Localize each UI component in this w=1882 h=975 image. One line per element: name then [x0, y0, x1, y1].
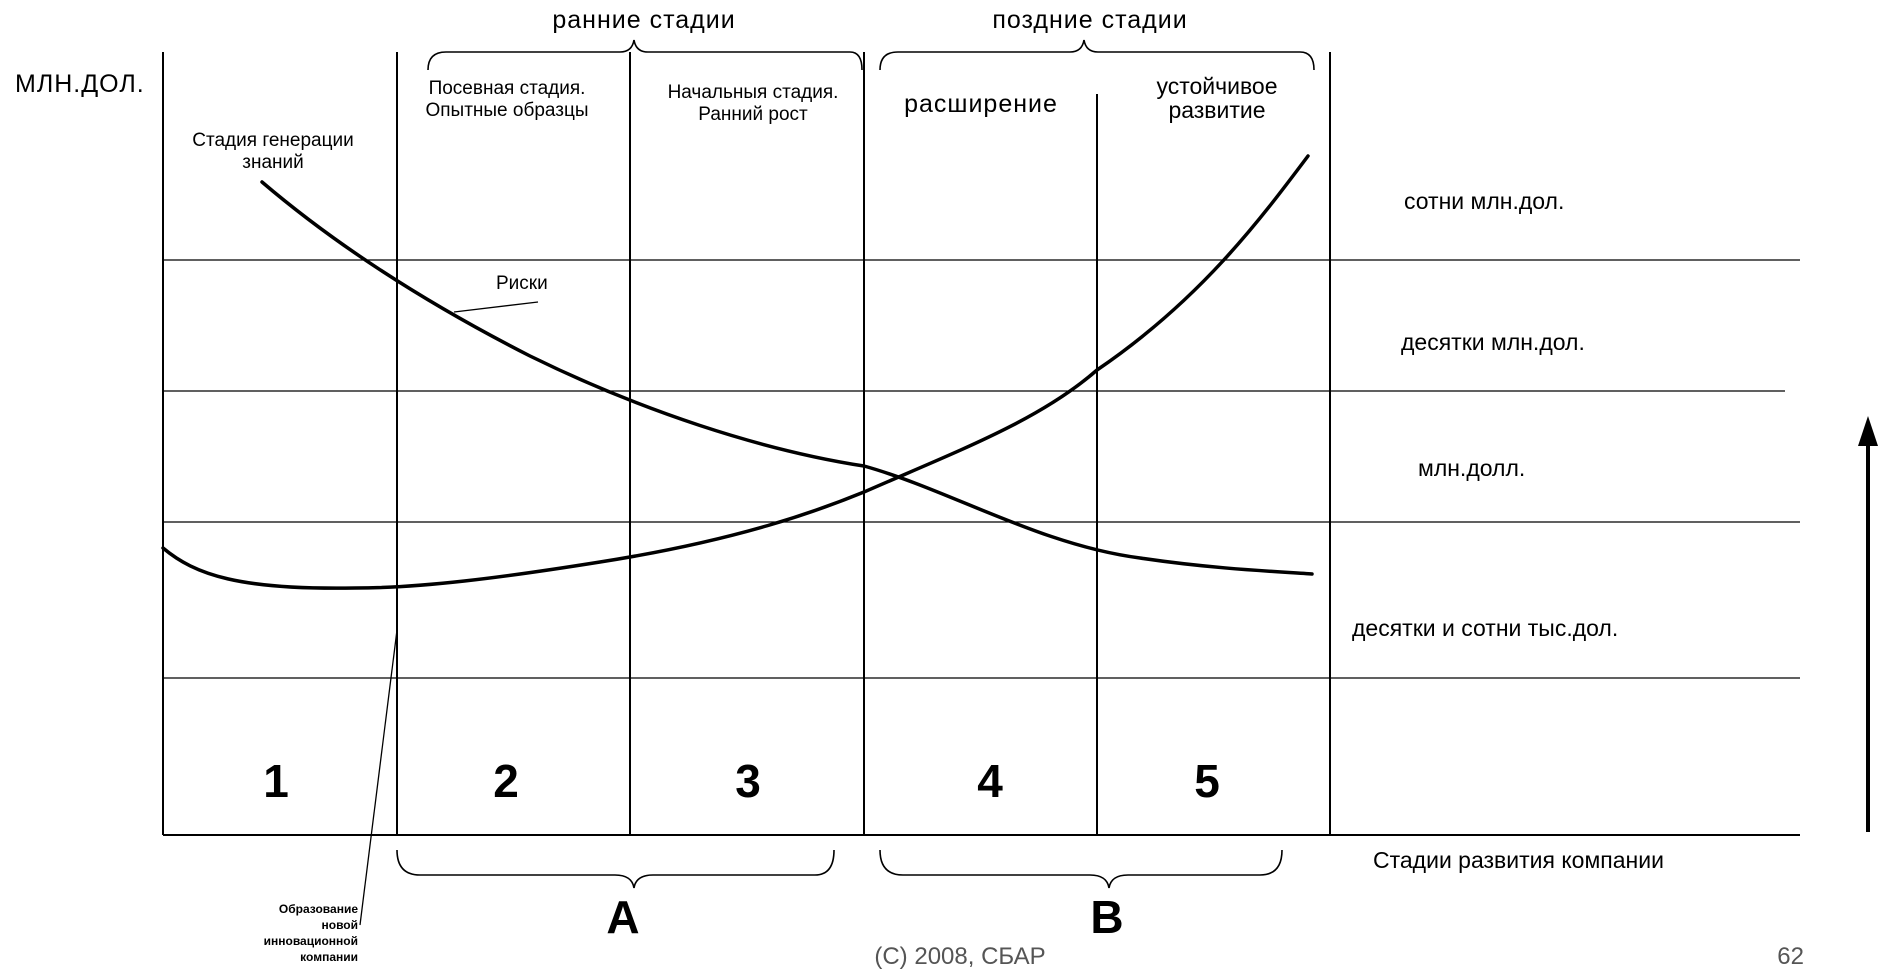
founding-note-line-2: новой	[321, 918, 358, 932]
top-brace-early	[427, 39, 863, 71]
founding-note-line-1: Образование	[279, 902, 358, 916]
stage-3-header-line-1: Начальныя стадия.	[668, 82, 839, 103]
up-arrow-icon	[1858, 416, 1878, 446]
y-unit-label: МЛН.ДОЛ.	[15, 70, 145, 98]
stage-2-header-line-2: Опытные образцы	[425, 100, 588, 121]
stage-number-2: 2	[493, 755, 519, 807]
x-axis-label: Стадии развития компании	[1373, 847, 1664, 873]
stage-1-header-line-2: знаний	[242, 152, 304, 173]
stage-4-header-line-1: расширение	[904, 90, 1058, 118]
stage-number-1: 1	[263, 755, 289, 807]
level-label-thousands: десятки и сотни тыс.дол.	[1352, 615, 1618, 641]
bottom-brace-a	[396, 849, 835, 889]
level-label-millions: млн.долл.	[1418, 455, 1525, 481]
stage-number-3: 3	[735, 755, 761, 807]
risk-curve	[260, 180, 1314, 576]
investment-curve	[161, 154, 1310, 590]
footer-copyright: (C) 2008, СБАР	[874, 943, 1045, 970]
level-label-hundreds-millions: сотни млн.дол.	[1404, 188, 1564, 214]
stage-5-header-line-2: развитие	[1168, 97, 1265, 123]
founding-note-line-3: инновационной	[264, 934, 358, 948]
stage-number-4: 4	[977, 755, 1003, 807]
stage-number-5: 5	[1194, 755, 1220, 807]
founding-note-line-4: компании	[300, 950, 358, 964]
stage-3-header-line-2: Ранний рост	[698, 104, 808, 125]
top-group-early: ранние стадии	[552, 6, 735, 34]
bottom-group-a: A	[606, 891, 639, 943]
risk-leader	[453, 301, 539, 313]
top-brace-late	[879, 39, 1315, 71]
bottom-brace-b	[879, 849, 1283, 889]
bottom-group-b: B	[1090, 891, 1123, 943]
footer-page-number: 62	[1777, 943, 1804, 970]
stage-5-header-line-1: устойчивое	[1156, 73, 1277, 99]
risk-label: Риски	[496, 273, 548, 294]
stage-2-header-line-1: Посевная стадия.	[429, 78, 586, 99]
top-group-late: поздние стадии	[992, 6, 1187, 34]
stage-1-header-line-1: Стадия генерации	[192, 130, 353, 151]
founding-leader	[359, 629, 398, 926]
level-label-tens-millions: десятки млн.дол.	[1401, 329, 1585, 355]
